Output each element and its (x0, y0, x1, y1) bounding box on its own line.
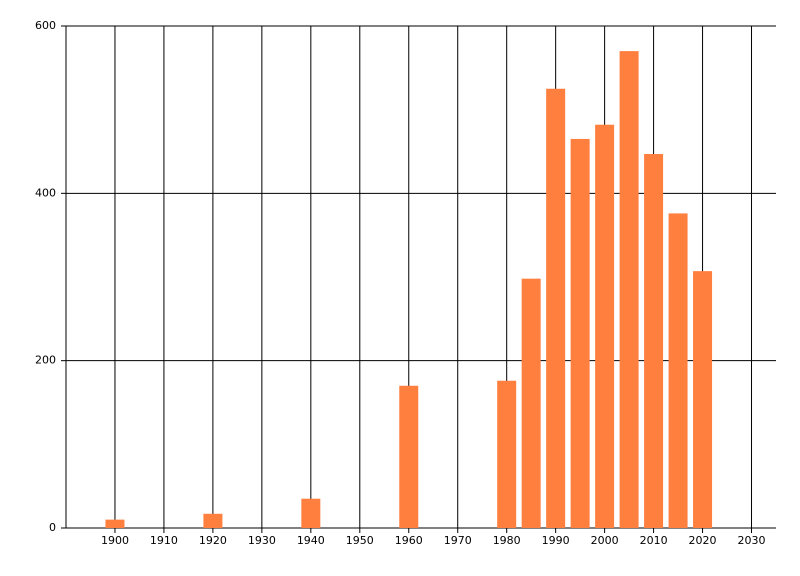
bar (570, 138, 590, 528)
bar (203, 513, 223, 528)
bar (668, 213, 688, 528)
bar (301, 498, 321, 528)
bar (546, 88, 566, 528)
x-tick-label: 2020 (689, 534, 717, 547)
bar (644, 154, 664, 528)
x-tick-label: 2010 (640, 534, 668, 547)
bar (693, 271, 713, 528)
bar (521, 278, 541, 528)
bar (619, 51, 639, 528)
x-tick-label: 1990 (542, 534, 570, 547)
x-tick-label: 2030 (738, 534, 766, 547)
x-tick-label: 1900 (101, 534, 129, 547)
x-tick-label: 1950 (346, 534, 374, 547)
x-tick-label: 1920 (199, 534, 227, 547)
x-tick-label: 1980 (493, 534, 521, 547)
y-tick-label: 600 (35, 19, 56, 32)
x-tick-label: 1910 (150, 534, 178, 547)
bar (399, 385, 419, 528)
y-tick-label: 200 (35, 354, 56, 367)
x-tick-label: 1940 (297, 534, 325, 547)
x-tick-label: 2000 (591, 534, 619, 547)
x-tick-label: 1930 (248, 534, 276, 547)
x-tick-label: 1960 (395, 534, 423, 547)
bar (497, 380, 517, 528)
bar (105, 519, 125, 528)
y-tick-label: 0 (49, 521, 56, 534)
bar (595, 124, 615, 528)
x-tick-label: 1970 (444, 534, 472, 547)
y-tick-label: 400 (35, 186, 56, 199)
